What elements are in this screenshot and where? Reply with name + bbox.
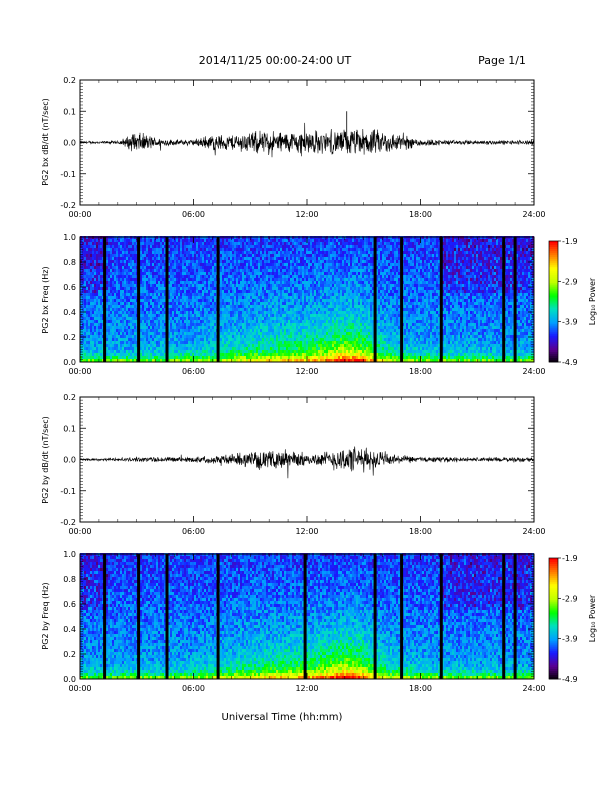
y-tick-label: 0.2 — [63, 393, 76, 402]
y-tick-label: 0.0 — [63, 139, 76, 148]
panel-by-spectrogram: 1.0 0.8 0.6 0.4 0.2 0.0 00:00 06:00 12:00 18:00 2… — [41, 544, 597, 693]
colorbar-tick-label: -4.9 — [562, 358, 578, 367]
panel-bx-spectrogram: 1.0 0.8 0.6 0.4 0.2 0.0 00:00 06:00 12:00 18:00 2… — [41, 227, 597, 376]
y-tick-label: 0.8 — [63, 575, 76, 584]
plot-clip — [80, 679, 534, 683]
colorbar-tick-label: -3.9 — [562, 635, 578, 644]
x-tick-label: 06:00 — [182, 684, 205, 693]
data-gap — [400, 554, 404, 679]
data-gap — [502, 237, 506, 362]
y-tick-label: 0.1 — [63, 424, 76, 433]
y-axis-label: PG2 bx dB/dt (nT/sec) — [41, 98, 50, 185]
colorbar: -1.9 -2.9 -3.9 -4.9 Log₁₀ Power — [548, 237, 597, 367]
x-tick-label: 24:00 — [522, 210, 545, 219]
y-tick-label: 0.4 — [63, 308, 76, 317]
y-tick-label: -0.2 — [60, 201, 76, 210]
x-tick-label: 12:00 — [295, 367, 318, 376]
data-gap — [103, 237, 107, 362]
y-tick-label: 0.4 — [63, 625, 76, 634]
x-tick-label: 24:00 — [522, 684, 545, 693]
data-gap — [513, 554, 517, 679]
y-tick-label: 0.0 — [63, 456, 76, 465]
x-tick-label: 12:00 — [295, 210, 318, 219]
colorbar-tick-label: -4.9 — [562, 675, 578, 684]
colorbar-frame — [548, 557, 559, 680]
x-tick-label: 06:00 — [182, 367, 205, 376]
data-gap — [137, 237, 141, 362]
data-gap — [303, 554, 307, 679]
data-gap — [216, 554, 220, 679]
header-page-number: Page 1/1 — [478, 54, 526, 67]
data-gap — [216, 237, 220, 362]
data-gap — [502, 554, 506, 679]
plot-clip — [80, 544, 534, 554]
data-gap — [137, 554, 141, 679]
data-gap — [439, 237, 443, 362]
x-tick-label: 00:00 — [68, 367, 91, 376]
heatmap-cells — [80, 236, 534, 362]
y-tick-label: 0.8 — [63, 258, 76, 267]
colorbar-tick-label: -3.9 — [562, 318, 578, 327]
plot-clip — [80, 362, 534, 366]
x-tick-label: 00:00 — [68, 210, 91, 219]
data-gap — [373, 554, 377, 679]
y-tick-label: 1.0 — [63, 233, 76, 242]
y-axis-label: PG2 by dB/dt (nT/sec) — [41, 416, 50, 503]
colorbar: -1.9 -2.9 -3.9 -4.9 Log₁₀ Power — [548, 554, 597, 684]
x-tick-label: 24:00 — [522, 527, 545, 536]
y-tick-label: 0.1 — [63, 107, 76, 116]
x-tick-label: 18:00 — [409, 210, 432, 219]
plot-clip — [80, 227, 534, 237]
x-axis-title: Universal Time (hh:mm) — [222, 712, 343, 723]
header-date-range: 2014/11/25 00:00-24:00 UT — [199, 54, 352, 67]
data-gap — [103, 554, 107, 679]
heatmap-cells — [80, 553, 534, 679]
colorbar-tick-label: -2.9 — [562, 277, 578, 286]
y-tick-label: 0.2 — [63, 76, 76, 85]
x-tick-label: 24:00 — [522, 367, 545, 376]
colorbar-tick-label: -2.9 — [562, 594, 578, 603]
colorbar-tick-label: -1.9 — [562, 237, 578, 246]
x-tick-label: 06:00 — [182, 527, 205, 536]
y-tick-label: 0.2 — [63, 650, 76, 659]
data-gap — [400, 237, 404, 362]
x-tick-label: 00:00 — [68, 527, 91, 536]
data-gap — [513, 237, 517, 362]
colorbar-tick-label: -1.9 — [562, 554, 578, 563]
data-gap — [165, 554, 169, 679]
panel-by-dbdt: 0.2 0.1 0.0 -0.1 -0.2 00:00 06:00 12:00 18:00 24… — [41, 393, 546, 536]
x-tick-label: 18:00 — [409, 527, 432, 536]
y-tick-label: 0.0 — [63, 358, 76, 367]
data-gap — [373, 237, 377, 362]
data-gap — [439, 554, 443, 679]
x-tick-label: 18:00 — [409, 367, 432, 376]
colorbar-label: Log₁₀ Power — [588, 277, 597, 325]
y-tick-label: -0.1 — [60, 170, 76, 179]
series-line — [79, 446, 535, 479]
y-tick-label: 0.0 — [63, 675, 76, 684]
x-tick-label: 06:00 — [182, 210, 205, 219]
y-tick-label: 0.6 — [63, 600, 76, 609]
y-axis-label: PG2 by Freq (Hz) — [41, 582, 50, 649]
y-tick-label: 0.2 — [63, 333, 76, 342]
x-tick-label: 12:00 — [295, 527, 318, 536]
x-tick-label: 00:00 — [68, 684, 91, 693]
x-tick-label: 18:00 — [409, 684, 432, 693]
y-tick-label: -0.1 — [60, 487, 76, 496]
y-tick-label: -0.2 — [60, 518, 76, 527]
data-gap — [165, 237, 169, 362]
y-tick-label: 1.0 — [63, 550, 76, 559]
panel-bx-dbdt: 0.2 0.1 0.0 -0.1 -0.2 00:00 06:00 12:00 18:00 24… — [41, 76, 546, 219]
y-tick-label: 0.6 — [63, 283, 76, 292]
colorbar-frame — [548, 240, 559, 363]
y-axis-label: PG2 bx Freq (Hz) — [41, 266, 50, 333]
colorbar-label: Log₁₀ Power — [588, 594, 597, 642]
x-tick-label: 12:00 — [295, 684, 318, 693]
series-line — [79, 122, 535, 158]
